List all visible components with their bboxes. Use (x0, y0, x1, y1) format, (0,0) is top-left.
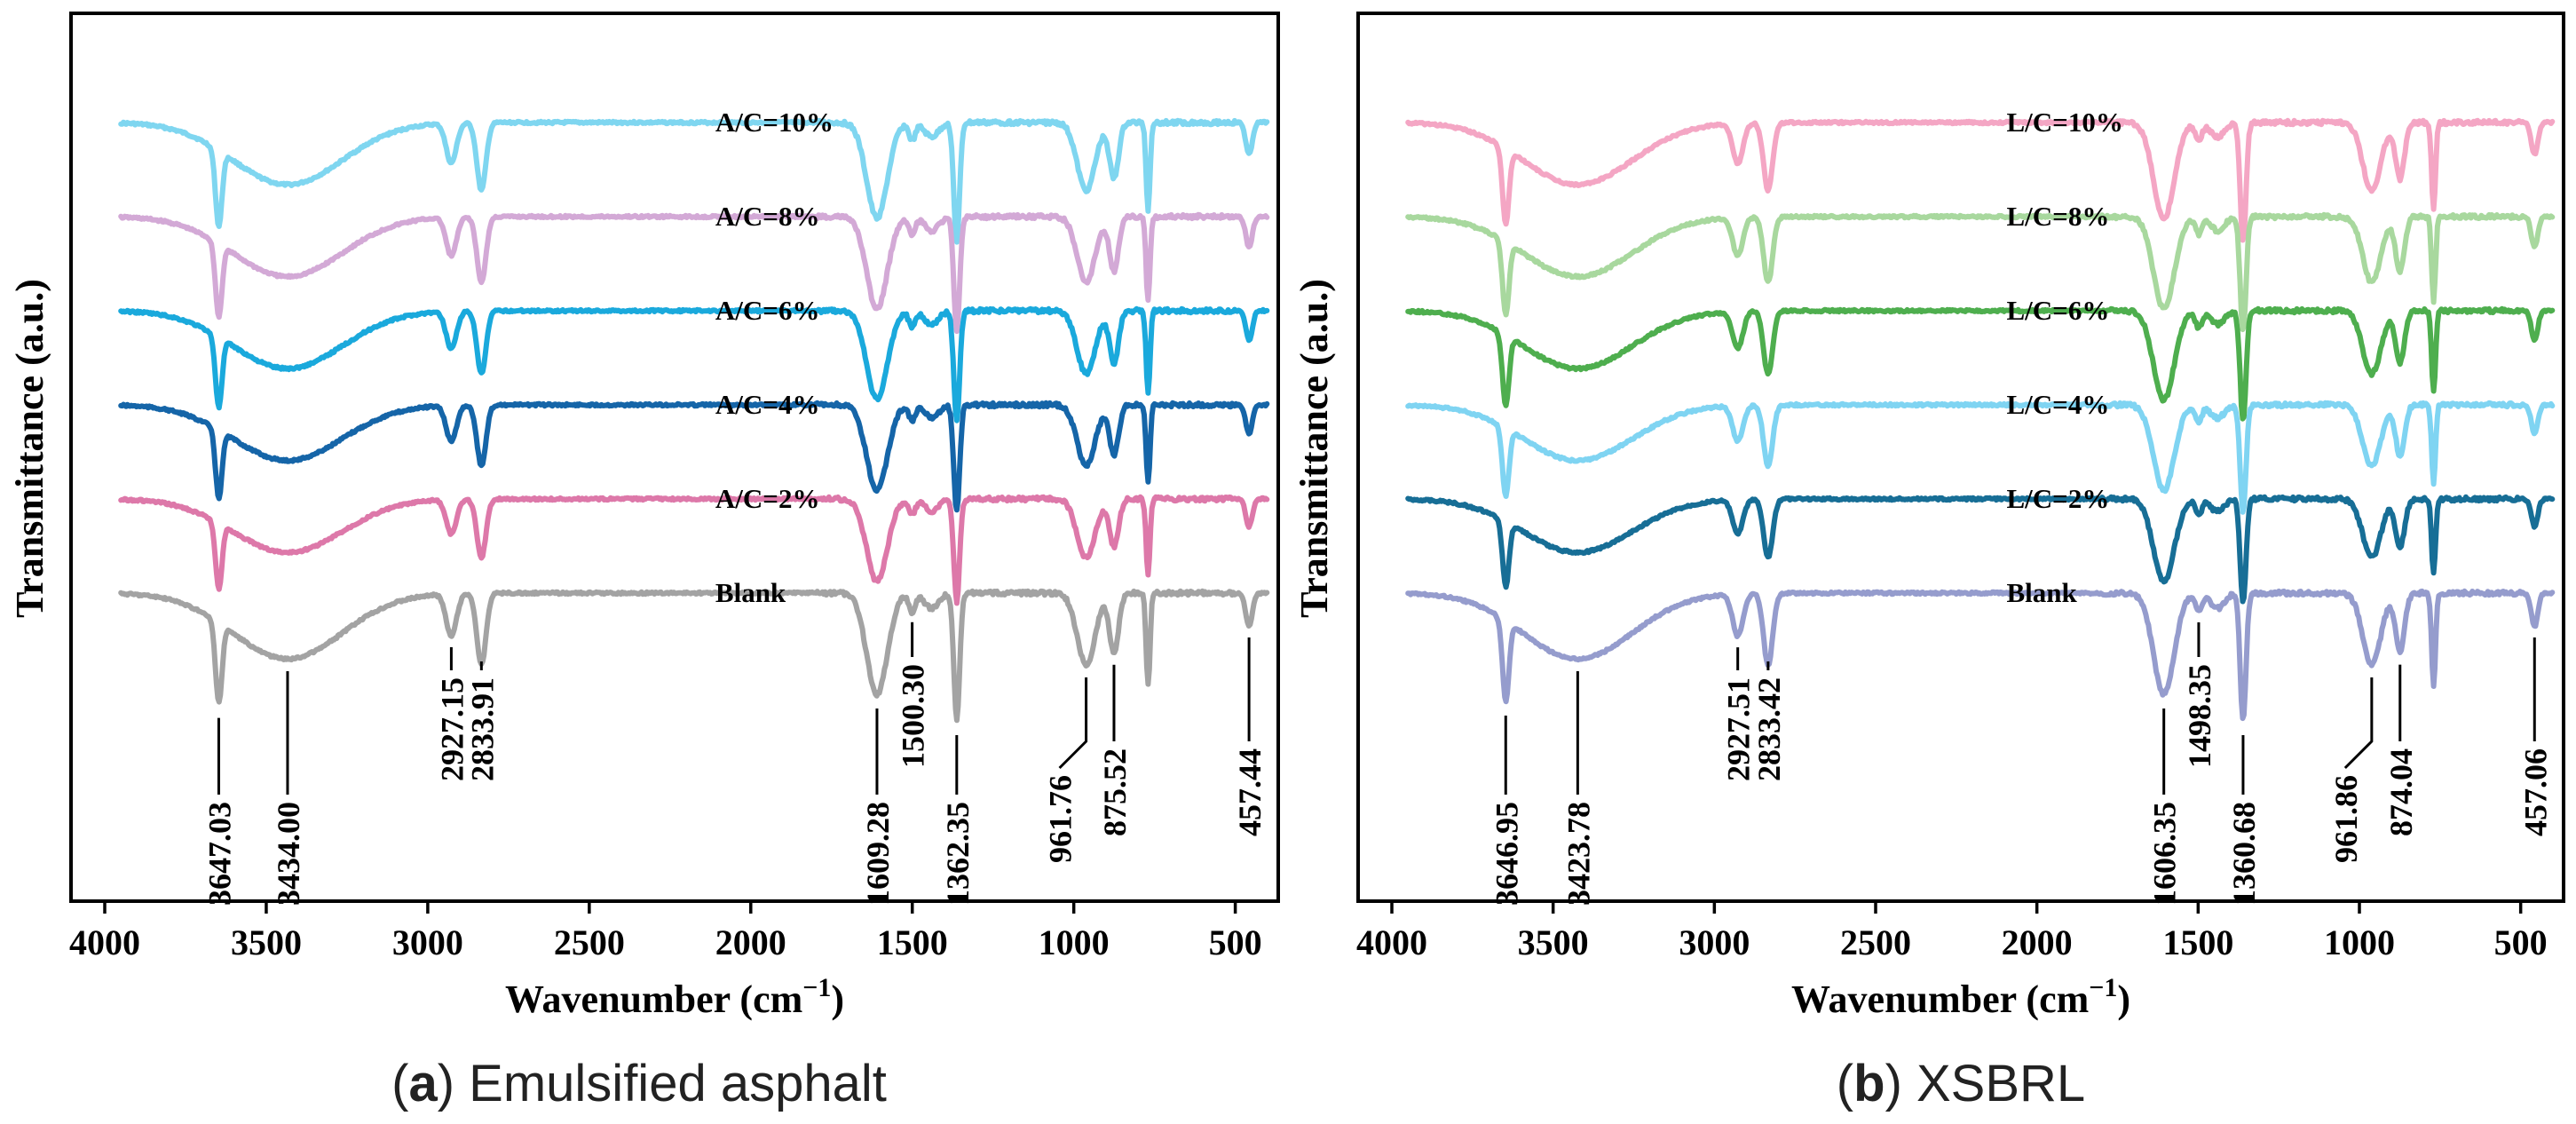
peak-label: 961.76 (1043, 775, 1079, 863)
series-label: Blank (2007, 577, 2078, 608)
peak-label: 2833.42 (1751, 677, 1787, 781)
x-tick-label: 1000 (2324, 922, 2395, 962)
series-line (1405, 494, 2556, 605)
series-label: L/C=8% (2007, 201, 2110, 232)
peak-label: 875.52 (1097, 748, 1133, 836)
peak-label: 2927.15 (434, 677, 470, 781)
x-tick-label: 1500 (877, 922, 948, 962)
x-axis-title: Wavenumber (cm−1) (1791, 973, 2130, 1021)
peak-label: 1362.35 (940, 802, 976, 906)
series-line (118, 588, 1270, 724)
peak-label: 3646.95 (1489, 802, 1524, 906)
series-label: A/C=6% (715, 295, 820, 326)
series-line (1405, 588, 2556, 722)
series-label: A/C=8% (715, 201, 820, 232)
y-axis-title: Transmittance (a.u.) (1292, 279, 1336, 618)
series-line (118, 494, 1270, 606)
y-axis-title: Transmittance (a.u.) (8, 279, 51, 618)
x-tick-label: 2000 (715, 922, 786, 962)
x-tick-label: 3000 (392, 922, 463, 962)
x-axis-title: Wavenumber (cm−1) (505, 973, 844, 1021)
x-tick-label: 3500 (1518, 922, 1589, 962)
peak-label: 3423.78 (1561, 802, 1596, 906)
x-tick-label: 1000 (1039, 922, 1110, 962)
series-label: L/C=10% (2007, 107, 2123, 138)
x-tick-label: 3500 (231, 922, 302, 962)
x-tick-label: 4000 (69, 922, 140, 962)
peak-label: 2927.51 (1721, 677, 1757, 781)
plot-frame (69, 12, 1280, 903)
x-tick-label: 2500 (554, 922, 625, 962)
peak-label: 1500.30 (896, 664, 931, 768)
x-tick-label: 1500 (2162, 922, 2233, 962)
series-label: A/C=2% (715, 483, 820, 514)
x-tick-label: 2000 (2002, 922, 2073, 962)
series-label: Blank (715, 577, 786, 608)
series-label: L/C=2% (2007, 483, 2110, 514)
series-line (118, 305, 1270, 423)
panel-caption: (a) Emulsified asphalt (391, 1055, 887, 1112)
x-tick-label: 500 (1209, 922, 1262, 962)
peak-label: 1498.35 (2182, 664, 2217, 768)
x-tick-label: 2500 (1840, 922, 1911, 962)
peak-label: 1606.35 (2147, 802, 2183, 906)
x-tick-label: 500 (2494, 922, 2548, 962)
series-line (118, 211, 1270, 335)
series-line (1405, 305, 2556, 422)
series-line (1405, 400, 2556, 515)
peak-label: 457.06 (2517, 748, 2553, 836)
peak-label: 1609.28 (860, 802, 896, 906)
peak-label: 874.04 (2383, 748, 2419, 836)
panel-a: 4000 3500 3000 2500 2000 1500 1000 500 Wavenumbe… (8, 12, 1280, 1112)
peak-label: 2833.91 (464, 677, 500, 781)
series-label: A/C=4% (715, 389, 820, 420)
series-label: L/C=6% (2007, 295, 2110, 326)
series-line (118, 400, 1270, 513)
series-label: A/C=10% (715, 107, 834, 138)
peak-label: 457.44 (1232, 748, 1268, 836)
series-line (1405, 211, 2556, 333)
panel-caption: (b) XSBRL (1837, 1055, 2085, 1112)
peak-leader (1058, 677, 1088, 770)
series-label: L/C=4% (2007, 389, 2110, 420)
peak-leader (2343, 677, 2374, 770)
series-line (1405, 117, 2556, 243)
series-line (118, 117, 1270, 245)
peak-label: 961.86 (2328, 775, 2364, 863)
plot-frame (1356, 12, 2565, 903)
peak-label: 3434.00 (271, 802, 306, 906)
peak-label: 3647.03 (201, 802, 237, 906)
x-tick-label: 3000 (1679, 922, 1750, 962)
peak-label: 1360.68 (2226, 802, 2262, 906)
x-tick-label: 4000 (1356, 922, 1427, 962)
panel-b: 4000 3500 3000 2500 2000 1500 1000 500 Wavenumbe… (1292, 12, 2565, 1112)
